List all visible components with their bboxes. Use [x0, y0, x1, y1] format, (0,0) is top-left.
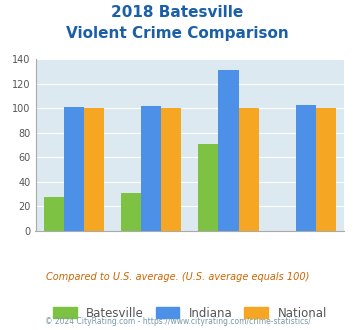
Bar	[198, 144, 218, 231]
Bar	[121, 193, 141, 231]
Text: 2018 Batesville: 2018 Batesville	[111, 5, 244, 20]
Bar	[162, 109, 181, 231]
Bar	[316, 109, 336, 231]
Bar	[239, 109, 259, 231]
Bar	[64, 107, 84, 231]
Bar	[44, 197, 64, 231]
Bar	[296, 105, 316, 231]
Bar	[84, 109, 104, 231]
Text: Compared to U.S. average. (U.S. average equals 100): Compared to U.S. average. (U.S. average …	[46, 272, 309, 282]
Bar	[141, 106, 162, 231]
Text: © 2024 CityRating.com - https://www.cityrating.com/crime-statistics/: © 2024 CityRating.com - https://www.city…	[45, 317, 310, 326]
Legend: Batesville, Indiana, National: Batesville, Indiana, National	[48, 302, 332, 325]
Text: Violent Crime Comparison: Violent Crime Comparison	[66, 26, 289, 41]
Bar	[218, 70, 239, 231]
